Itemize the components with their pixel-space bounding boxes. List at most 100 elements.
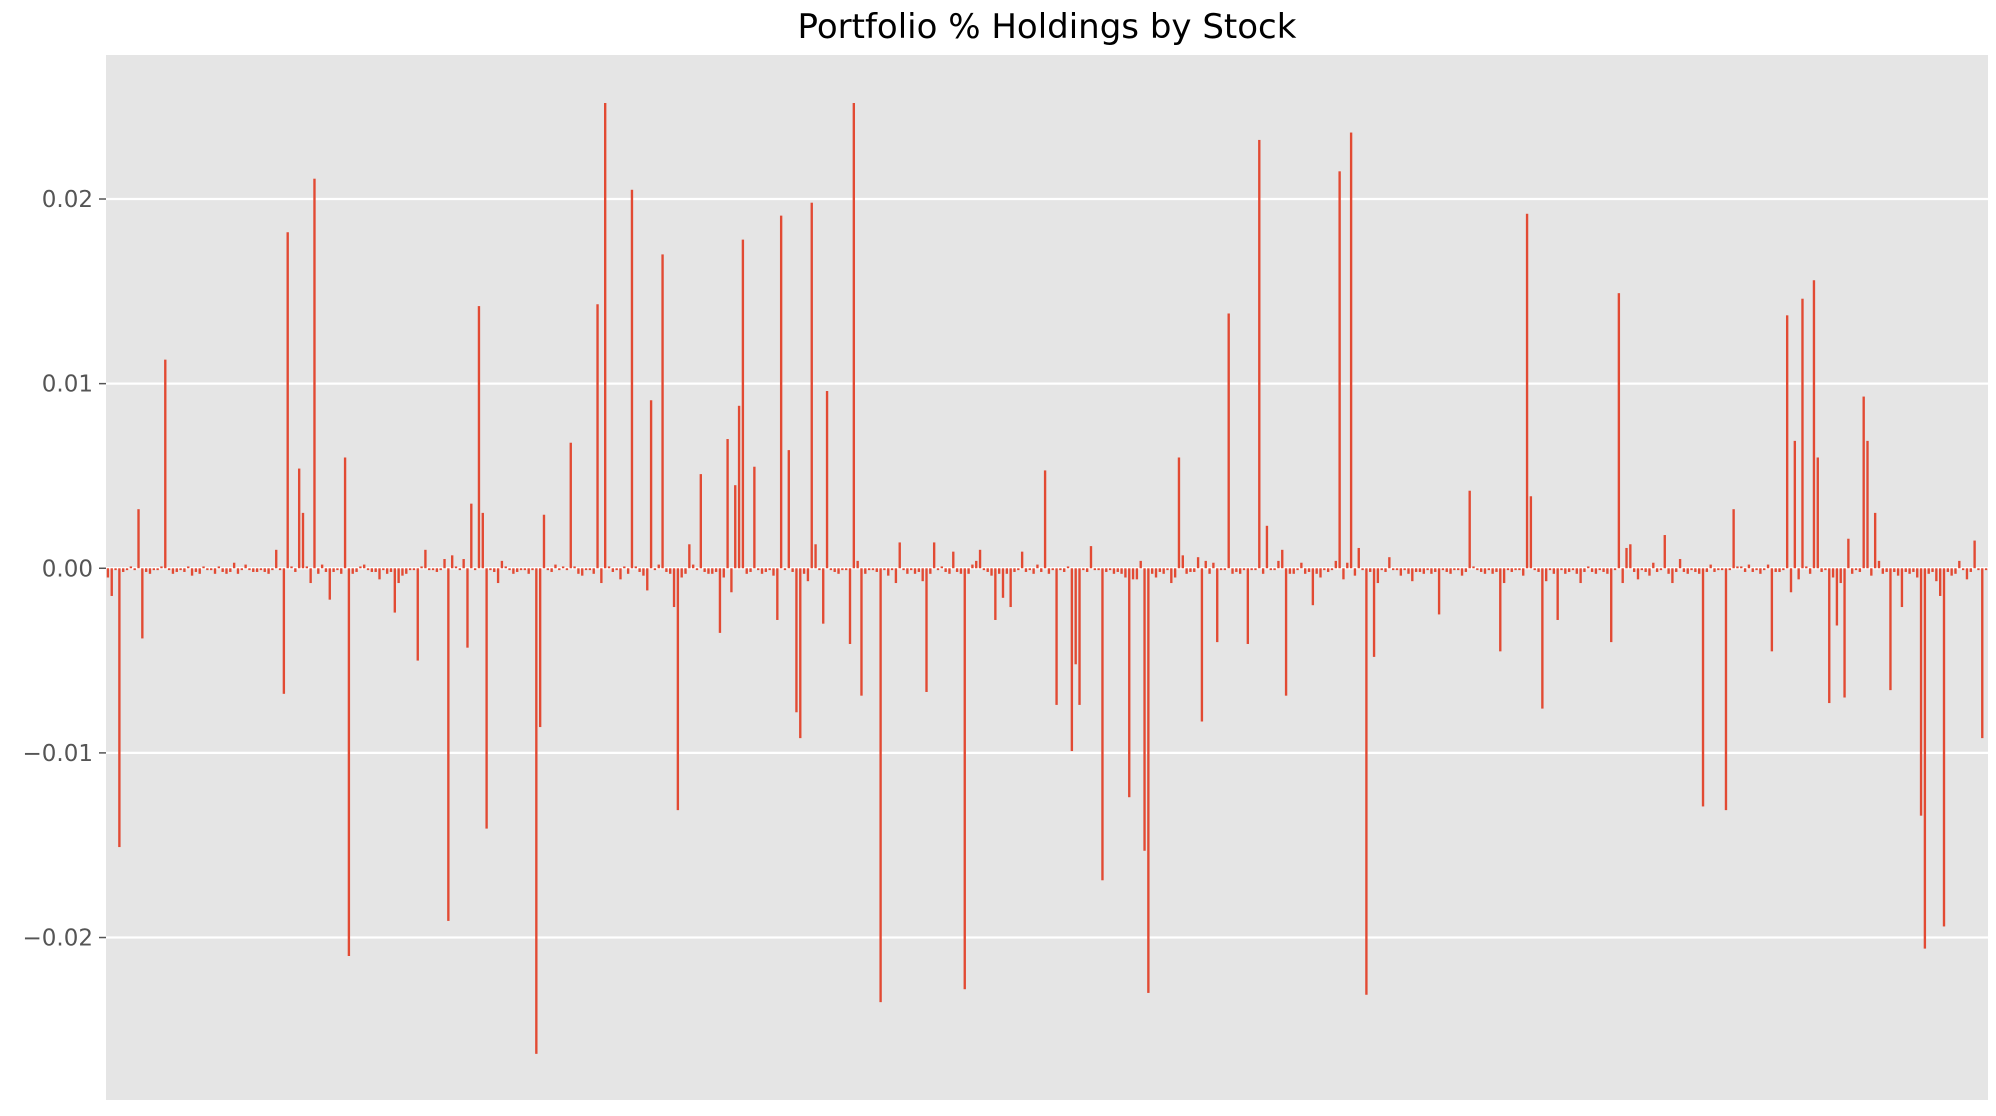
bar <box>1212 562 1215 569</box>
bar <box>1491 568 1494 574</box>
bar <box>890 568 894 571</box>
bar <box>1759 568 1762 574</box>
bar <box>1066 566 1070 569</box>
bar <box>447 568 450 921</box>
bar <box>1085 568 1089 572</box>
bar <box>573 566 576 569</box>
bar <box>1338 171 1341 569</box>
bar <box>229 568 232 572</box>
bar <box>806 568 810 582</box>
bar <box>1567 568 1571 572</box>
bar <box>1277 560 1280 569</box>
bar <box>428 568 431 571</box>
bar <box>1728 568 1731 571</box>
bar <box>1082 568 1085 571</box>
bar <box>248 568 251 571</box>
bar <box>711 568 714 574</box>
bar <box>1908 568 1911 574</box>
bar <box>1223 568 1227 571</box>
bar <box>982 568 986 571</box>
bar <box>336 568 339 571</box>
bar <box>1166 568 1169 571</box>
bar <box>1154 568 1158 578</box>
bar <box>1483 568 1487 574</box>
bar <box>1854 568 1858 571</box>
bar <box>1013 568 1016 572</box>
bar <box>1139 560 1142 569</box>
bar <box>1457 568 1460 571</box>
bar <box>397 568 400 584</box>
bar <box>206 568 209 571</box>
y-axis-ticks: 0.02 0.01 0.00 −0.01 −0.02 <box>23 187 106 952</box>
bar <box>1541 568 1544 709</box>
bar <box>1583 568 1586 572</box>
bar <box>1361 568 1364 571</box>
bar <box>569 442 572 569</box>
bar <box>634 566 637 569</box>
bar <box>263 568 266 572</box>
bar <box>1047 568 1051 574</box>
bar <box>1659 568 1663 571</box>
bar <box>531 568 534 571</box>
bar <box>703 568 706 572</box>
bar <box>1453 568 1456 571</box>
bar <box>221 568 224 572</box>
bar <box>856 560 859 569</box>
bar <box>110 568 113 596</box>
bar <box>118 568 121 848</box>
bar <box>1204 560 1207 569</box>
y-tick-label: 0.00 <box>42 556 93 582</box>
bar <box>527 568 530 574</box>
bar <box>439 568 442 571</box>
y-tick-label: −0.02 <box>23 926 93 952</box>
bar <box>1284 568 1288 696</box>
bar <box>1931 568 1934 572</box>
bar <box>451 555 454 569</box>
bar <box>607 566 611 569</box>
bar <box>1552 568 1556 574</box>
bar <box>370 568 374 572</box>
bar <box>1770 568 1774 652</box>
bar <box>424 549 427 569</box>
bar <box>1112 568 1116 574</box>
bar <box>818 568 821 571</box>
bar <box>1564 568 1567 574</box>
bar <box>1545 568 1548 582</box>
bar <box>1384 568 1387 572</box>
bar <box>879 568 882 1003</box>
bar <box>1927 568 1930 574</box>
bar <box>1307 568 1311 572</box>
bar <box>1510 568 1513 572</box>
bar <box>1835 568 1839 626</box>
bar <box>535 568 538 1054</box>
bar <box>1923 568 1927 949</box>
bar <box>1430 568 1433 574</box>
bar <box>481 512 484 569</box>
bar <box>1342 568 1345 580</box>
bar <box>1193 568 1196 572</box>
bar <box>431 568 435 571</box>
bar <box>454 566 458 569</box>
bar <box>152 568 155 571</box>
bar <box>259 568 263 571</box>
bar <box>581 568 584 576</box>
bar <box>1001 568 1005 598</box>
bar <box>125 568 129 571</box>
bar <box>680 568 683 578</box>
bar <box>244 564 247 569</box>
bar <box>1675 568 1678 572</box>
bar <box>1273 568 1276 571</box>
bar <box>1024 568 1028 572</box>
bar <box>1208 568 1211 574</box>
bar <box>795 568 798 713</box>
bar <box>301 512 305 569</box>
bar <box>1590 568 1594 572</box>
bar <box>1219 568 1223 571</box>
bar <box>1632 568 1636 572</box>
bar <box>1610 568 1613 643</box>
bar <box>1747 564 1751 569</box>
bar <box>236 568 240 574</box>
bar <box>649 400 653 569</box>
bar <box>328 568 331 600</box>
bar <box>1235 568 1238 572</box>
